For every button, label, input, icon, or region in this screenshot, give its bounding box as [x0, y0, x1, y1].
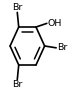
Text: Br: Br [12, 2, 22, 12]
Text: Br: Br [12, 80, 22, 90]
Text: Br: Br [57, 43, 67, 52]
Text: OH: OH [48, 19, 62, 28]
